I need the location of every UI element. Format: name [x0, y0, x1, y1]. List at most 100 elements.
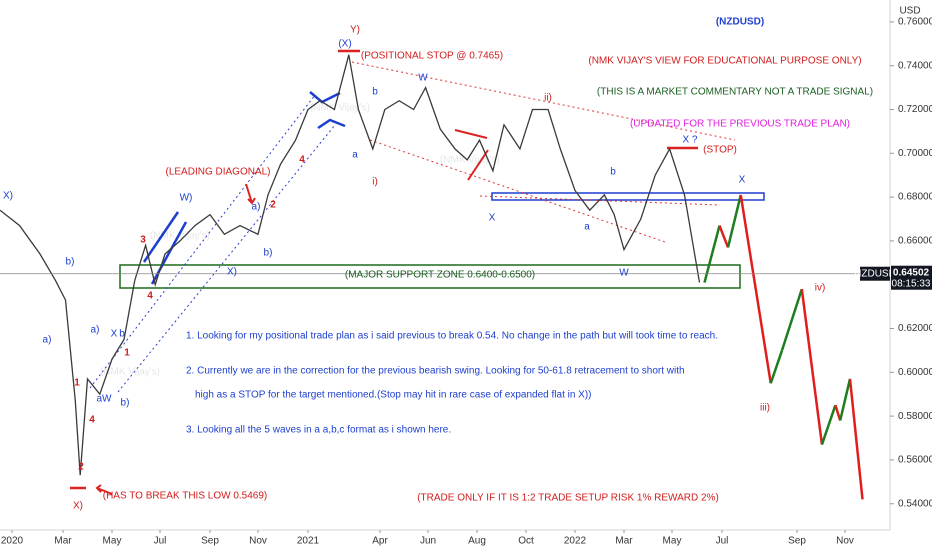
y-tick-label: 0.56000	[898, 455, 932, 466]
annotation: X)	[227, 267, 237, 278]
x-tick-label: May	[103, 536, 122, 547]
wave-line	[317, 118, 346, 130]
diagonal-line	[117, 124, 336, 393]
projection-segment	[838, 378, 852, 421]
axis-currency: USD	[899, 6, 920, 17]
annotation: b	[372, 87, 378, 98]
annotation: 2	[78, 462, 84, 473]
annotation: a	[584, 222, 590, 233]
support-zone	[119, 264, 741, 289]
x-tick-label: Sep	[788, 536, 806, 547]
annotation: a)	[43, 335, 52, 346]
annotation: 1	[74, 378, 80, 389]
annotation: (X)	[338, 39, 351, 50]
x-tick-label: Oct	[518, 536, 534, 547]
symbol-tag	[860, 266, 890, 281]
annotation: X)	[3, 191, 13, 202]
annotation: 2	[270, 200, 276, 211]
annotation: aW	[97, 394, 113, 405]
annotation: b)	[121, 398, 130, 409]
y-tick-label: 0.76000	[898, 17, 932, 28]
annotation: a	[352, 150, 358, 161]
projection-segment	[739, 194, 772, 384]
x-tick-label: Jun	[420, 536, 436, 547]
projection-segment	[718, 225, 730, 248]
annotation: 4	[299, 155, 305, 166]
annotation: 4	[89, 415, 95, 426]
y-tick-label: 0.72000	[898, 104, 932, 115]
annotation: b	[610, 167, 616, 178]
projection-segment	[780, 288, 803, 351]
projection-segment	[834, 404, 842, 421]
annotation: 3. Looking all the 5 waves in a a,b,c fo…	[186, 425, 451, 436]
annotation: 2. Currently we are in the correction fo…	[186, 366, 685, 377]
x-tick-label: 2021	[297, 536, 320, 547]
annotation: b	[119, 329, 125, 340]
price-tag-timer: 08:15:33	[892, 278, 931, 289]
x-tick-label: Mar	[615, 536, 633, 547]
x-tick-label: Apr	[372, 536, 388, 547]
x-tick-label: Nov	[249, 536, 267, 547]
watermark: (NMK Vijay's)	[440, 155, 500, 166]
annotation: 4	[147, 291, 153, 302]
annotation: iv)	[815, 283, 826, 294]
x-tick-label: Jul	[154, 536, 167, 547]
symbol-tag-label: NZDUSD	[854, 268, 896, 279]
annotation: 1	[124, 348, 130, 359]
price-line	[0, 54, 701, 476]
annotation: (TRADE ONLY IF IT IS 1:2 TRADE SETUP RIS…	[417, 493, 719, 504]
annotation: Y)	[350, 25, 360, 36]
annotation: (POSITIONAL STOP @ 0.7465)	[361, 51, 503, 62]
annotation: (NZDUSD)	[716, 17, 764, 28]
annotation: X	[111, 329, 118, 340]
annotation: (NMK VIJAY'S VIEW FOR EDUCATIONAL PURPOS…	[588, 56, 861, 67]
wave-line	[467, 149, 489, 181]
annotation: (MAJOR SUPPORT ZONE 0.6400-0.6500)	[345, 270, 535, 281]
annotation: (THIS IS A MARKET COMMENTARY NOT A TRADE…	[597, 87, 873, 98]
y-tick-label: 0.60000	[898, 367, 932, 378]
watermark: (NMK Vijay's)	[100, 367, 160, 378]
wave-line	[142, 211, 180, 263]
x-tick-label: May	[663, 536, 682, 547]
price-tag-label: 0.64502	[893, 267, 930, 278]
annotation: X ?	[682, 135, 697, 146]
annotation: b)	[264, 248, 273, 259]
annotation: i)	[372, 177, 378, 188]
x-tick-label: Mar	[54, 536, 72, 547]
y-tick-label: 0.74000	[898, 60, 932, 71]
annotation: 3	[140, 235, 146, 246]
projection-segment	[703, 225, 721, 283]
y-tick-label: 0.58000	[898, 411, 932, 422]
x-tick-label: 2022	[564, 536, 587, 547]
y-tick-label: 0.68000	[898, 192, 932, 203]
annotation: W	[619, 268, 629, 279]
resistance-box	[491, 192, 765, 201]
x-tick-label: Nov	[836, 536, 854, 547]
projection-segment	[726, 194, 742, 248]
annotation: W)	[180, 193, 193, 204]
annotation: W	[418, 73, 428, 84]
y-tick-label: 0.54000	[898, 498, 932, 509]
diagonal-line	[89, 94, 316, 389]
watermark: (NMK Vijay's)	[150, 231, 210, 242]
x-tick-label: 2020	[1, 536, 24, 547]
annotation: (HAS TO BREAK THIS LOW 0.5469)	[103, 491, 268, 502]
arrow	[245, 183, 256, 205]
annotation: X)	[73, 501, 83, 512]
wave-line	[454, 129, 488, 139]
channel-line	[351, 61, 736, 141]
projection-segment	[800, 288, 824, 445]
projection-segment	[820, 404, 837, 445]
annotation: (STOP)	[703, 145, 737, 156]
annotation: b)	[66, 257, 75, 268]
annotation: (UPDATED FOR THE PREVIOUS TRADE PLAN)	[630, 119, 850, 130]
annotation: a)	[252, 202, 261, 213]
annotation: X	[739, 175, 746, 186]
watermark: (NMK Vijay's)	[310, 103, 370, 114]
annotation: 1. Looking for my positional trade plan …	[186, 331, 718, 342]
x-tick-label: Aug	[468, 536, 486, 547]
annotation: iii)	[760, 403, 770, 414]
annotation: ii)	[544, 93, 552, 104]
